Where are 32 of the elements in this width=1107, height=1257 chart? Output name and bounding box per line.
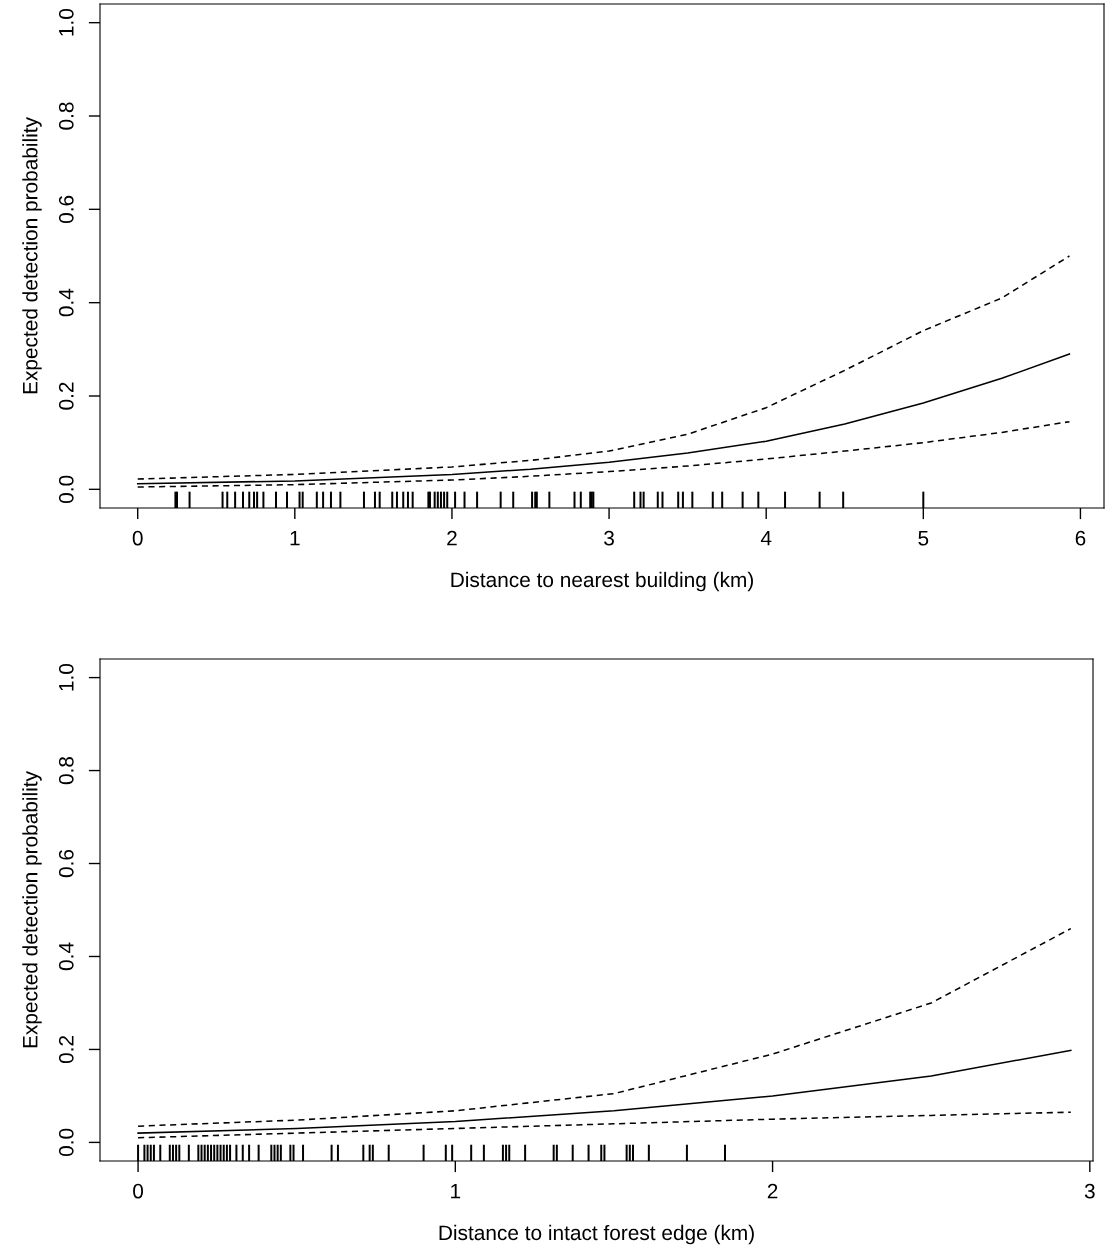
x-tick-label: 0 xyxy=(132,530,143,546)
y-tick-label: 0.2 xyxy=(58,382,74,410)
x-tick-label: 3 xyxy=(604,530,614,546)
y-tick-label: 0.4 xyxy=(58,942,74,971)
line-series xyxy=(136,255,1071,480)
line-series xyxy=(137,1049,1072,1134)
y-tick-label: 0.0 xyxy=(58,475,74,503)
y-tick-label: 1.0 xyxy=(58,9,74,36)
y-tick-label: 0.0 xyxy=(58,1128,74,1157)
x-tick-label: 1 xyxy=(290,530,300,546)
x-tick-label: 2 xyxy=(447,530,457,546)
x-tick-label: 1 xyxy=(451,1183,461,1199)
line-series xyxy=(137,1111,1072,1139)
x-axis-title: Distance to intact forest edge (km) xyxy=(439,1224,754,1245)
y-tick-label: 0.6 xyxy=(58,849,74,878)
y-tick-label: 0.8 xyxy=(58,756,74,785)
line-series xyxy=(137,927,1072,1127)
y-tick-label: 0.4 xyxy=(58,288,74,317)
x-tick-label: 0 xyxy=(133,1183,144,1199)
line-series xyxy=(136,353,1071,485)
x-tick-label: 4 xyxy=(760,530,772,546)
y-tick-label: 1.0 xyxy=(58,663,74,691)
x-tick-label: 3 xyxy=(1084,1183,1095,1199)
y-tick-label: 0.2 xyxy=(58,1036,74,1064)
y-axis-title: Expected detection probability xyxy=(22,117,42,394)
x-axis-title: Distance to nearest building (km) xyxy=(451,571,753,592)
x-tick-label: 6 xyxy=(1075,530,1086,546)
x-tick-label: 5 xyxy=(918,530,929,546)
y-axis-title: Expected detection probability xyxy=(22,771,42,1048)
x-tick-label: 2 xyxy=(767,1183,778,1199)
y-tick-label: 0.8 xyxy=(58,102,74,130)
y-tick-label: 0.6 xyxy=(58,195,74,223)
